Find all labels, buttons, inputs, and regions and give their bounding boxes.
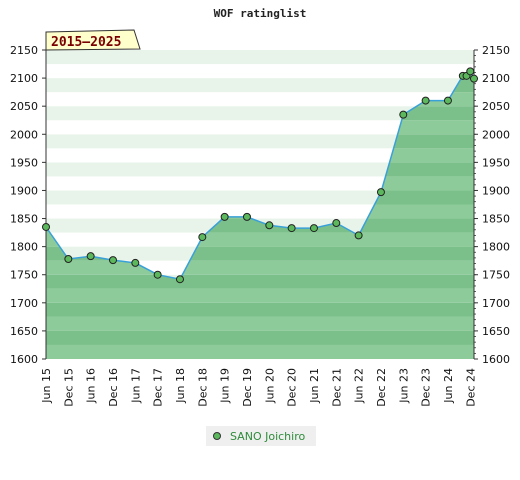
band — [46, 134, 474, 149]
area-band — [46, 344, 474, 359]
band — [46, 162, 474, 177]
data-point — [242, 212, 251, 221]
y-tick-label-left: 2100 — [10, 72, 38, 85]
data-point — [466, 67, 475, 76]
x-tick-label: Dec 16 — [107, 368, 120, 407]
y-tick-label-left: 1700 — [10, 297, 38, 310]
data-point — [309, 224, 318, 233]
band — [46, 106, 474, 121]
band — [46, 204, 474, 219]
y-tick-label-left: 1650 — [10, 325, 38, 338]
x-tick-label: Jun 23 — [397, 368, 410, 404]
data-points — [42, 67, 478, 284]
data-point — [443, 96, 452, 105]
data-point — [131, 258, 140, 267]
legend-marker — [213, 432, 221, 440]
y-tick-label-left: 2150 — [10, 44, 38, 57]
area-band — [46, 274, 474, 289]
x-tick-label: Dec 23 — [420, 368, 433, 407]
y-tick-label-right: 1900 — [482, 184, 510, 197]
band — [46, 190, 474, 205]
data-point — [265, 221, 274, 230]
data-point — [64, 254, 73, 263]
band — [46, 78, 474, 93]
band — [46, 92, 474, 107]
y-tick-label-left: 1800 — [10, 241, 38, 254]
y-tick-label-right: 1650 — [482, 325, 510, 338]
y-tick-label-left: 1600 — [10, 353, 38, 366]
x-tick-label: Jun 19 — [219, 368, 232, 404]
band — [46, 176, 474, 191]
y-tick-label-left: 2050 — [10, 100, 38, 113]
legend: SANO Joichiro — [206, 426, 316, 446]
x-tick-label: Jun 21 — [308, 368, 321, 404]
range-badge: 2015–2025 — [45, 29, 141, 51]
legend-entry: SANO Joichiro — [230, 430, 305, 443]
x-tick-label: Jun 24 — [442, 368, 455, 404]
y-tick-label-left: 1750 — [10, 269, 38, 282]
area-band — [46, 288, 474, 303]
x-tick-label: Dec 17 — [152, 368, 165, 407]
data-point — [220, 212, 229, 221]
data-point — [42, 222, 50, 231]
y-tick-label-right: 1800 — [482, 241, 510, 254]
band — [46, 120, 474, 135]
y-tick-label-left: 1900 — [10, 184, 38, 197]
data-point — [421, 96, 430, 105]
y-tick-label-right: 2100 — [482, 72, 510, 85]
data-point — [198, 233, 207, 242]
y-tick-label-left: 2000 — [10, 128, 38, 141]
x-tick-label: Jun 15 — [40, 368, 53, 404]
band — [46, 50, 474, 65]
data-point — [399, 110, 408, 119]
y-tick-label-right: 1750 — [482, 269, 510, 282]
y-tick-label-left: 1850 — [10, 213, 38, 226]
y-tick-label-right: 2150 — [482, 44, 510, 57]
legend-box — [206, 426, 316, 446]
data-point — [354, 231, 363, 240]
range-badge-box — [45, 29, 141, 51]
data-point — [287, 224, 296, 233]
data-point — [332, 219, 341, 228]
axes: 1600 1600 1650 1650 1700 1700 1750 1750 1800 1800… — [10, 44, 510, 407]
y-tick-label-right: 1600 — [482, 353, 510, 366]
data-point — [470, 74, 478, 83]
chart-title: WOF ratinglist — [214, 7, 307, 20]
area-band — [46, 302, 474, 317]
x-tick-label: Dec 18 — [196, 368, 209, 407]
y-tick-label-left: 1950 — [10, 156, 38, 169]
y-tick-label-right: 2000 — [482, 128, 510, 141]
y-tick-label-right: 2050 — [482, 100, 510, 113]
range-label: 2015–2025 — [51, 35, 121, 50]
y-tick-label-right: 1850 — [482, 213, 510, 226]
x-tick-label: Jun 20 — [263, 368, 276, 404]
area-band — [46, 316, 474, 331]
band — [46, 148, 474, 163]
x-tick-label: Dec 22 — [375, 368, 388, 407]
x-tick-label: Jun 17 — [129, 368, 142, 404]
y-tick-label-right: 1950 — [482, 156, 510, 169]
x-tick-label: Dec 24 — [464, 368, 477, 407]
x-tick-label: Jun 22 — [353, 368, 366, 404]
x-tick-label: Jun 18 — [174, 368, 187, 404]
x-tick-label: Dec 15 — [62, 368, 75, 407]
data-point — [175, 275, 184, 284]
data-point — [86, 252, 95, 261]
data-point — [108, 256, 117, 265]
area-band — [46, 330, 474, 345]
data-point — [376, 188, 385, 197]
x-tick-label: Jun 16 — [85, 368, 98, 404]
band — [46, 64, 474, 79]
x-tick-label: Dec 20 — [286, 368, 299, 407]
x-tick-label: Dec 21 — [330, 368, 343, 407]
x-tick-label: Dec 19 — [241, 368, 254, 407]
data-point — [153, 270, 162, 279]
y-tick-label-right: 1700 — [482, 297, 510, 310]
